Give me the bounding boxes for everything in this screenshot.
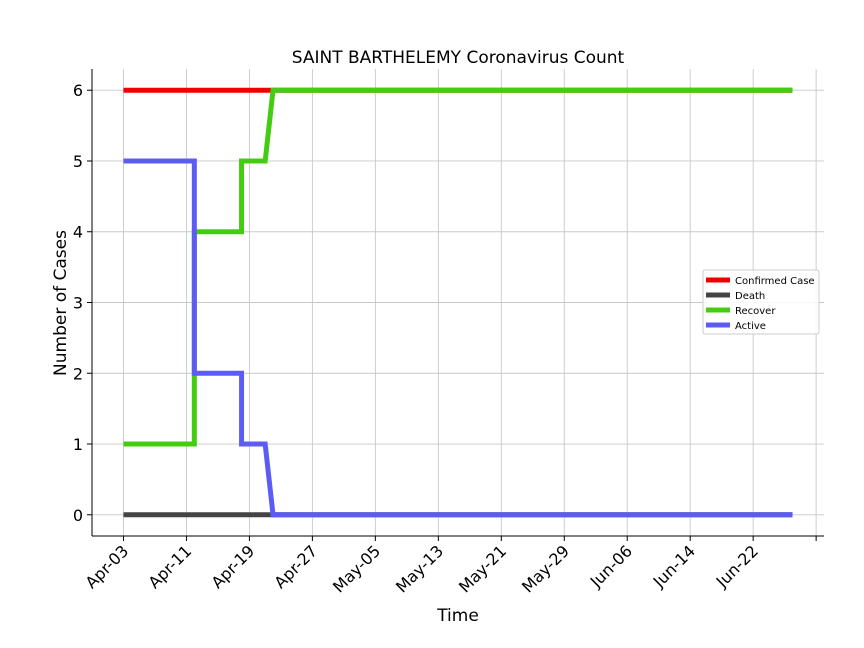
y-axis-label: Number of Cases <box>51 230 71 376</box>
legend-box <box>702 269 820 335</box>
legend-label: Recover <box>735 306 776 317</box>
y-tick-label: 5 <box>73 152 83 171</box>
x-tick-label: Apr-19 <box>207 541 258 592</box>
y-tick-label: 0 <box>73 506 83 525</box>
legend-label: Confirmed Case <box>735 276 815 287</box>
series-lines <box>123 87 793 518</box>
x-tick-label: Apr-27 <box>270 541 321 592</box>
x-tick-label: May-21 <box>455 541 510 596</box>
x-tick-label: May-29 <box>518 541 573 596</box>
y-tick-label: 6 <box>73 81 83 100</box>
legend: Confirmed Case Death Recover Active <box>702 269 820 335</box>
chart-title: SAINT BARTHELEMY Coronavirus Count <box>292 48 625 68</box>
x-tick-label: May-13 <box>392 541 447 596</box>
x-tick-label: Apr-11 <box>145 541 196 592</box>
y-tick-label: 1 <box>73 435 83 454</box>
x-tick-label: May-05 <box>329 541 384 596</box>
legend-label: Active <box>735 321 766 332</box>
y-tick-label: 4 <box>73 223 83 242</box>
x-tick-label: Jun-06 <box>586 541 636 591</box>
y-tick-label: 3 <box>73 294 83 313</box>
axes <box>87 69 824 541</box>
series-line-active <box>123 158 793 518</box>
x-tick-label: Jun-22 <box>712 541 762 591</box>
series-line-recover <box>123 87 793 447</box>
x-tick-label: Apr-03 <box>82 541 133 592</box>
x-tick-label: Jun-14 <box>649 541 699 591</box>
y-tick-label: 2 <box>73 364 83 383</box>
legend-label: Death <box>735 291 765 302</box>
x-axis-label: Time <box>436 606 479 626</box>
